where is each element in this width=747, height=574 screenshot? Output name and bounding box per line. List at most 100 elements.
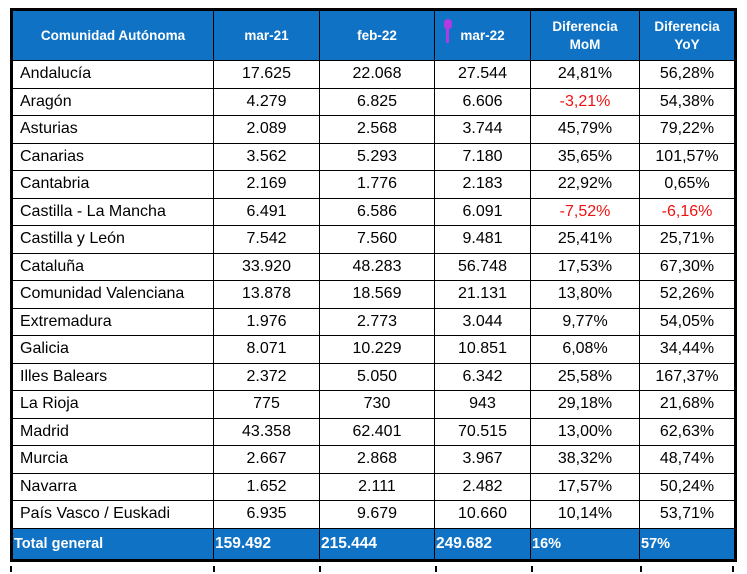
diff-mom-cell[interactable]: -7,52% <box>530 197 640 226</box>
diff-yoy-cell[interactable]: 67,30% <box>639 252 736 281</box>
column-header-mar22[interactable]: mar-22 <box>434 9 531 61</box>
column-header-region[interactable]: Comunidad Autónoma <box>11 9 214 61</box>
diff-mom-cell[interactable]: 45,79% <box>530 115 640 144</box>
total-diff-yoy-cell[interactable]: 57% <box>639 527 736 561</box>
region-name-cell[interactable]: Castilla - La Mancha <box>11 197 214 226</box>
mar21-cell[interactable]: 775 <box>213 390 320 419</box>
region-name-cell[interactable]: Andalucía <box>11 60 214 89</box>
total-diff-mom-cell[interactable]: 16% <box>530 527 640 561</box>
column-header-diff-yoy[interactable]: Diferencia YoY <box>639 9 736 61</box>
feb22-cell[interactable]: 18.569 <box>319 280 435 309</box>
diff-yoy-cell[interactable]: 21,68% <box>639 390 736 419</box>
column-header-mar21[interactable]: mar-21 <box>213 9 320 61</box>
diff-mom-cell[interactable]: 6,08% <box>530 335 640 364</box>
feb22-cell[interactable]: 6.586 <box>319 197 435 226</box>
diff-yoy-cell[interactable]: -6,16% <box>639 197 736 226</box>
diff-mom-cell[interactable]: 22,92% <box>530 170 640 199</box>
mar22-cell[interactable]: 3.044 <box>434 307 531 336</box>
diff-mom-cell[interactable]: 25,41% <box>530 225 640 254</box>
column-header-diff-mom[interactable]: Diferencia MoM <box>530 9 640 61</box>
diff-yoy-cell[interactable]: 54,05% <box>639 307 736 336</box>
mar22-cell[interactable]: 56.748 <box>434 252 531 281</box>
diff-mom-cell[interactable]: 24,81% <box>530 60 640 89</box>
mar22-cell[interactable]: 27.544 <box>434 60 531 89</box>
region-name-cell[interactable]: País Vasco / Euskadi <box>11 500 214 529</box>
diff-mom-cell[interactable]: 38,32% <box>530 445 640 474</box>
region-name-cell[interactable]: Navarra <box>11 472 214 501</box>
feb22-cell[interactable]: 7.560 <box>319 225 435 254</box>
mar22-cell[interactable]: 2.482 <box>434 472 531 501</box>
diff-yoy-cell[interactable]: 79,22% <box>639 115 736 144</box>
mar21-cell[interactable]: 33.920 <box>213 252 320 281</box>
mar21-cell[interactable]: 1.976 <box>213 307 320 336</box>
diff-mom-cell[interactable]: 13,80% <box>530 280 640 309</box>
region-name-cell[interactable]: Asturias <box>11 115 214 144</box>
feb22-cell[interactable]: 5.293 <box>319 142 435 171</box>
mar22-cell[interactable]: 6.091 <box>434 197 531 226</box>
mar21-cell[interactable]: 17.625 <box>213 60 320 89</box>
diff-yoy-cell[interactable]: 0,65% <box>639 170 736 199</box>
mar21-cell[interactable]: 13.878 <box>213 280 320 309</box>
region-name-cell[interactable]: Cataluña <box>11 252 214 281</box>
feb22-cell[interactable]: 6.825 <box>319 87 435 116</box>
diff-mom-cell[interactable]: 35,65% <box>530 142 640 171</box>
feb22-cell[interactable]: 22.068 <box>319 60 435 89</box>
diff-yoy-cell[interactable]: 54,38% <box>639 87 736 116</box>
diff-mom-cell[interactable]: 13,00% <box>530 417 640 446</box>
feb22-cell[interactable]: 9.679 <box>319 500 435 529</box>
diff-mom-cell[interactable]: 9,77% <box>530 307 640 336</box>
region-name-cell[interactable]: Extremadura <box>11 307 214 336</box>
feb22-cell[interactable]: 5.050 <box>319 362 435 391</box>
region-name-cell[interactable]: Illes Balears <box>11 362 214 391</box>
feb22-cell[interactable]: 730 <box>319 390 435 419</box>
region-name-cell[interactable]: La Rioja <box>11 390 214 419</box>
mar21-cell[interactable]: 2.089 <box>213 115 320 144</box>
diff-yoy-cell[interactable]: 167,37% <box>639 362 736 391</box>
diff-yoy-cell[interactable]: 50,24% <box>639 472 736 501</box>
feb22-cell[interactable]: 1.776 <box>319 170 435 199</box>
feb22-cell[interactable]: 2.773 <box>319 307 435 336</box>
diff-yoy-cell[interactable]: 56,28% <box>639 60 736 89</box>
diff-mom-cell[interactable]: -3,21% <box>530 87 640 116</box>
mar22-cell[interactable]: 2.183 <box>434 170 531 199</box>
mar22-cell[interactable]: 3.744 <box>434 115 531 144</box>
mar22-cell[interactable]: 6.342 <box>434 362 531 391</box>
mar21-cell[interactable]: 2.667 <box>213 445 320 474</box>
feb22-cell[interactable]: 2.868 <box>319 445 435 474</box>
feb22-cell[interactable]: 48.283 <box>319 252 435 281</box>
mar22-cell[interactable]: 3.967 <box>434 445 531 474</box>
diff-yoy-cell[interactable]: 53,71% <box>639 500 736 529</box>
diff-yoy-cell[interactable]: 62,63% <box>639 417 736 446</box>
region-name-cell[interactable]: Madrid <box>11 417 214 446</box>
diff-yoy-cell[interactable]: 52,26% <box>639 280 736 309</box>
total-feb22-cell[interactable]: 215.444 <box>319 527 435 561</box>
mar22-cell[interactable]: 9.481 <box>434 225 531 254</box>
feb22-cell[interactable]: 2.111 <box>319 472 435 501</box>
mar21-cell[interactable]: 6.935 <box>213 500 320 529</box>
total-mar22-cell[interactable]: 249.682 <box>434 527 531 561</box>
total-label-cell[interactable]: Total general <box>11 527 214 561</box>
mar22-cell[interactable]: 10.851 <box>434 335 531 364</box>
diff-yoy-cell[interactable]: 48,74% <box>639 445 736 474</box>
diff-yoy-cell[interactable]: 25,71% <box>639 225 736 254</box>
diff-yoy-cell[interactable]: 101,57% <box>639 142 736 171</box>
region-name-cell[interactable]: Cantabria <box>11 170 214 199</box>
mar21-cell[interactable]: 7.542 <box>213 225 320 254</box>
mar22-cell[interactable]: 10.660 <box>434 500 531 529</box>
mar22-cell[interactable]: 943 <box>434 390 531 419</box>
region-name-cell[interactable]: Comunidad Valenciana <box>11 280 214 309</box>
diff-mom-cell[interactable]: 17,57% <box>530 472 640 501</box>
mar21-cell[interactable]: 43.358 <box>213 417 320 446</box>
mar22-cell[interactable]: 70.515 <box>434 417 531 446</box>
mar21-cell[interactable]: 2.372 <box>213 362 320 391</box>
diff-mom-cell[interactable]: 25,58% <box>530 362 640 391</box>
region-name-cell[interactable]: Galicia <box>11 335 214 364</box>
feb22-cell[interactable]: 10.229 <box>319 335 435 364</box>
diff-mom-cell[interactable]: 29,18% <box>530 390 640 419</box>
mar21-cell[interactable]: 4.279 <box>213 87 320 116</box>
feb22-cell[interactable]: 62.401 <box>319 417 435 446</box>
mar21-cell[interactable]: 6.491 <box>213 197 320 226</box>
region-name-cell[interactable]: Canarias <box>11 142 214 171</box>
column-header-feb22[interactable]: feb-22 <box>319 9 435 61</box>
mar21-cell[interactable]: 2.169 <box>213 170 320 199</box>
